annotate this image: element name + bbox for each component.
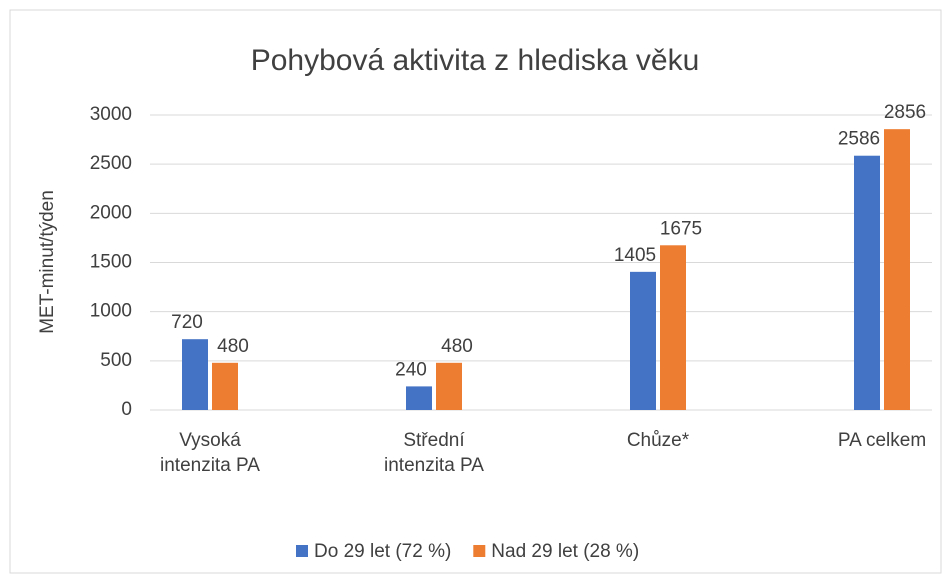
legend-label: Nad 29 let (28 %) [491,541,639,562]
data-label: 2586 [838,129,880,150]
bar [854,155,880,410]
bar [182,339,208,410]
x-tick-label: Chůze* [626,430,690,451]
y-tick-label: 2000 [90,202,132,223]
y-tick-label: 1000 [90,301,132,322]
data-label: 480 [217,336,249,357]
bar [884,129,910,410]
y-tick-label: 3000 [90,104,132,125]
chart-title: Pohybová aktivita z hlediska věku [251,44,700,77]
y-tick-label: 2500 [90,153,132,174]
bar [406,386,432,410]
chart-border [9,9,942,574]
data-label: 2856 [884,102,926,123]
legend-label: Do 29 let (72 %) [314,541,451,562]
y-tick-label: 500 [100,350,132,371]
data-label: 1405 [614,245,656,266]
bar [660,245,686,410]
y-tick-label: 0 [121,399,132,420]
y-axis-label: MET-minut/týden [37,190,58,334]
x-tick-label: PA celkem [837,430,927,451]
bar [436,362,462,410]
x-tick-label: Vysoká intenzita PA [160,430,260,476]
x-tick-label: Střední intenzita PA [384,430,484,476]
y-tick-label: 1500 [90,252,132,273]
legend-swatch [473,545,486,557]
legend-swatch [296,545,308,557]
data-label: 240 [395,359,427,380]
data-label: 1675 [660,218,702,239]
bar [212,362,238,410]
bar [630,271,656,410]
data-label: 720 [171,312,203,333]
data-label: 480 [441,336,473,357]
